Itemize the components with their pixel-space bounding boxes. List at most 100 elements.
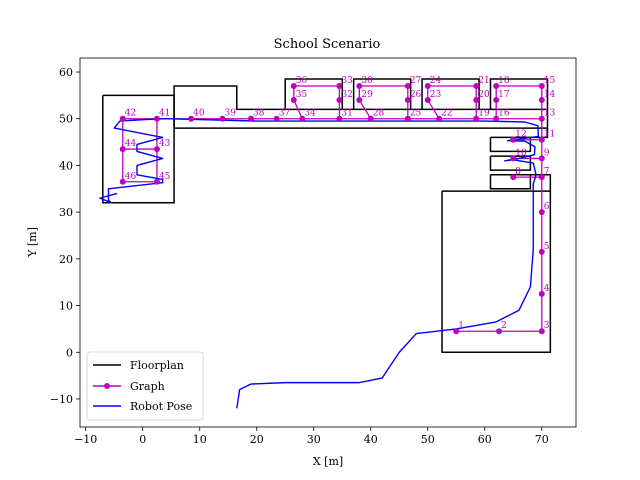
chart-title: School Scenario	[274, 37, 381, 52]
floorplan-wall-9	[441, 190, 552, 354]
graph-node-22	[436, 115, 443, 122]
graph-node-30	[356, 83, 363, 90]
graph-node-12	[510, 136, 517, 143]
graph-node-label-35: 35	[296, 90, 308, 100]
axes-frame	[79, 57, 577, 428]
x-tick-label-6: 50	[421, 433, 435, 446]
graph-node-39	[219, 115, 226, 122]
graph-node-31	[336, 115, 343, 122]
floorplan-wall-10	[530, 174, 552, 192]
graph-node-21	[473, 83, 480, 90]
legend-graph-marker	[104, 383, 110, 389]
graph-node-45	[153, 178, 160, 185]
graph-node-label-38: 38	[253, 109, 265, 119]
floorplan-wall-2	[284, 78, 344, 110]
graph-node-label-15: 15	[544, 76, 556, 86]
graph-node-label-17: 17	[498, 90, 510, 100]
graph-node-label-12: 12	[515, 130, 526, 140]
graph-node-10	[510, 155, 517, 162]
legend-frame	[86, 351, 204, 421]
graph-node-38	[248, 115, 255, 122]
graph-node-15	[538, 83, 545, 90]
graph-node-label-2: 2	[501, 321, 507, 331]
graph-node-label-16: 16	[498, 109, 510, 119]
y-axis: −10 0 10 20 30 40 50 60	[50, 66, 80, 406]
graph-node-4	[538, 290, 545, 297]
graph-node-label-22: 22	[441, 109, 452, 119]
graph-node-label-3: 3	[544, 321, 550, 331]
x-tick-label-3: 20	[250, 433, 264, 446]
graph-node-label-14: 14	[544, 90, 556, 100]
floorplan-wall-3	[352, 78, 412, 110]
graph-node-1	[453, 328, 460, 335]
x-tick-label-2: 10	[193, 433, 207, 446]
y-tick-label-4: 30	[59, 206, 73, 219]
graph-node-label-28: 28	[373, 109, 385, 119]
graph-node-14	[538, 97, 545, 104]
plot-area: 1 2 34567891011121314151617181920212223242…	[99, 76, 556, 409]
graph-node-2	[496, 328, 503, 335]
y-tick-label-0: −10	[50, 393, 73, 406]
y-tick-label-5: 40	[59, 159, 73, 172]
graph-node-18	[493, 83, 500, 90]
graph-node-20	[473, 97, 480, 104]
graph-edge-35-34	[293, 99, 303, 119]
y-tick-label-2: 10	[59, 300, 73, 313]
x-tick-label-8: 70	[535, 433, 549, 446]
graph-node-42	[119, 115, 126, 122]
y-tick-label-7: 60	[59, 66, 73, 79]
graph-node-13	[538, 115, 545, 122]
graph-node-label-41: 41	[159, 109, 170, 119]
graph-node-label-11: 11	[544, 130, 555, 140]
graph-node-5	[538, 248, 545, 255]
graph-node-label-44: 44	[125, 139, 137, 149]
x-tick-label-0: −10	[74, 433, 97, 446]
graph-node-8	[510, 174, 517, 181]
y-tick-label-1: 0	[66, 346, 73, 359]
graph-node-32	[336, 97, 343, 104]
graph-node-43	[153, 146, 160, 153]
graph-node-11	[538, 136, 545, 143]
x-tick-label-7: 60	[478, 433, 492, 446]
graph-node-37	[273, 115, 280, 122]
graph-node-label-19: 19	[478, 109, 490, 119]
graph-node-label-32: 32	[341, 90, 352, 100]
graph-node-label-42: 42	[125, 109, 136, 119]
graph-node-label-10: 10	[515, 148, 527, 158]
graph-node-label-5: 5	[544, 242, 550, 252]
graph-node-label-31: 31	[341, 109, 352, 119]
graph-node-7	[538, 174, 545, 181]
legend-floorplan-label: Floorplan	[130, 359, 184, 372]
graph-node-label-6: 6	[544, 202, 550, 212]
graph-node-26	[404, 97, 411, 104]
floorplan-wall-5	[489, 78, 549, 110]
graph-node-label-45: 45	[159, 172, 171, 182]
graph-node-label-34: 34	[304, 109, 316, 119]
floorplan-wall-8	[489, 174, 532, 190]
graph-node-16	[493, 115, 500, 122]
graph-node-label-27: 27	[410, 76, 422, 86]
graph-node-9	[538, 155, 545, 162]
graph-node-label-30: 30	[361, 76, 373, 86]
graph-node-25	[404, 115, 411, 122]
y-axis-label: Y [m]	[26, 227, 39, 258]
floorplan-wall-1	[102, 94, 175, 204]
graph-node-23	[424, 97, 431, 104]
graph-node-label-37: 37	[279, 109, 291, 119]
floorplan-wall-7	[489, 155, 532, 171]
graph-node-label-43: 43	[159, 139, 171, 149]
x-tick-label-4: 30	[307, 433, 321, 446]
graph-node-label-9: 9	[544, 148, 550, 158]
graph-node-6	[538, 209, 545, 216]
graph-node-label-20: 20	[478, 90, 490, 100]
legend: Floorplan Graph Robot Pose	[86, 351, 204, 421]
graph-node-44	[119, 146, 126, 153]
graph-node-label-40: 40	[193, 109, 205, 119]
graph-node-label-36: 36	[296, 76, 308, 86]
legend-robot-label: Robot Pose	[130, 400, 192, 413]
x-tick-label-1: 0	[139, 433, 146, 446]
graph-node-label-24: 24	[430, 76, 442, 86]
x-axis: −10 0 10 20 30 40 50 60 70	[74, 427, 549, 446]
graph-node-label-1: 1	[458, 321, 464, 331]
